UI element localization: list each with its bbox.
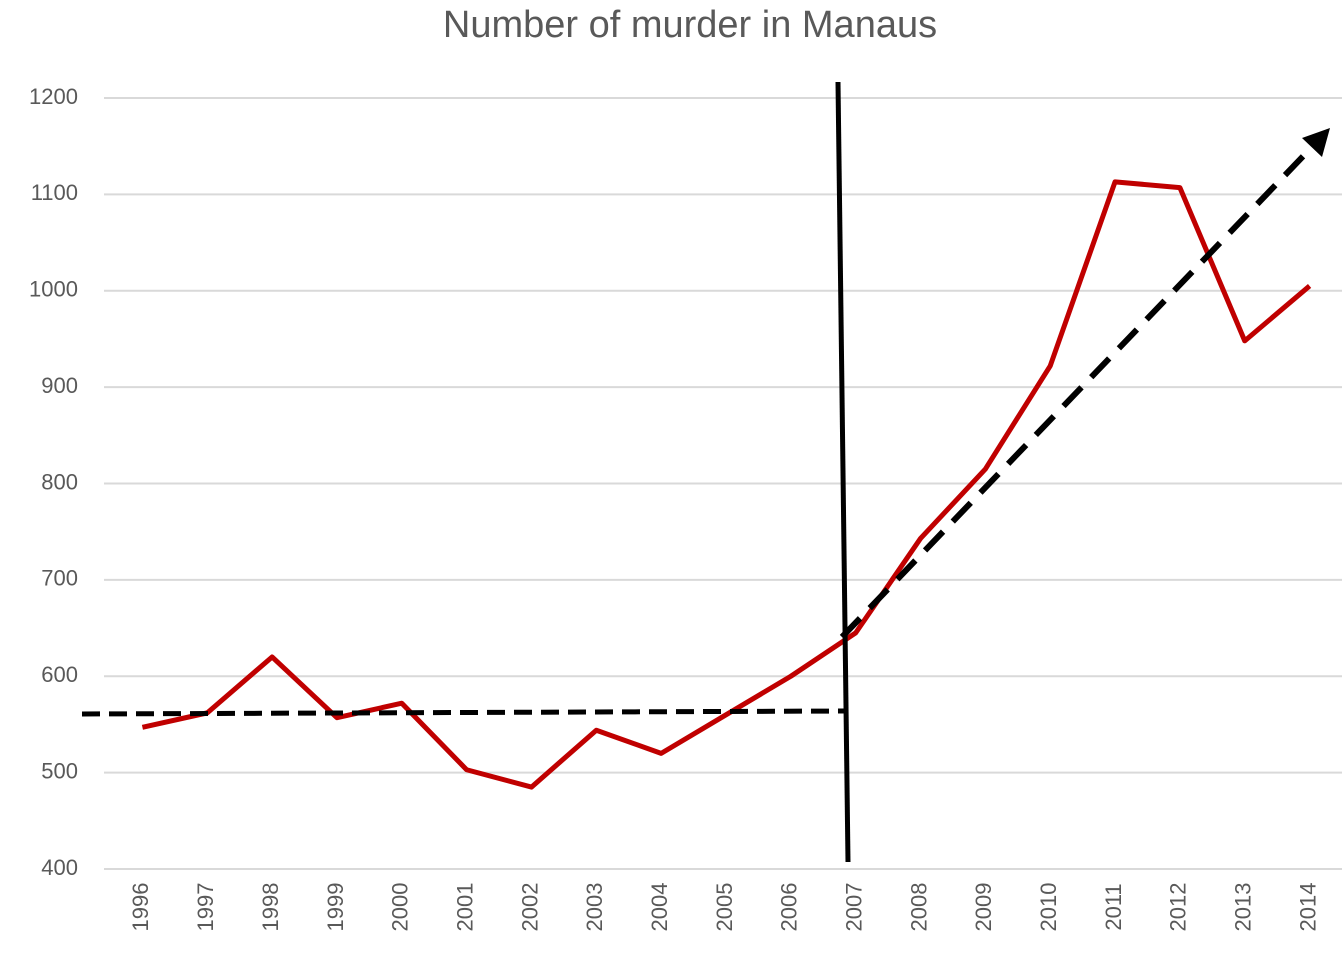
- y-tick-label: 1100: [31, 180, 78, 205]
- x-tick-label: 2004: [647, 883, 672, 932]
- x-tick-label: 1996: [128, 883, 153, 932]
- x-tick-label: 2013: [1231, 883, 1256, 932]
- x-tick-label: 2007: [841, 883, 866, 932]
- trend-after: [839, 144, 1315, 640]
- y-tick-label: 900: [41, 373, 78, 398]
- y-tick-label: 600: [41, 662, 78, 687]
- trend-before: [81, 708, 847, 717]
- y-tick-label: 1200: [29, 84, 78, 109]
- x-tick-label: 2009: [971, 883, 996, 932]
- x-tick-label: 2005: [712, 883, 737, 932]
- x-tick-label: 2010: [1036, 883, 1061, 932]
- x-tick-label: 2011: [1101, 883, 1126, 930]
- x-tick-label: 2000: [388, 883, 413, 932]
- y-tick-label: 1000: [29, 277, 78, 302]
- y-tick-label: 500: [41, 758, 78, 783]
- divider-line: [835, 81, 851, 863]
- x-tick-label: 2012: [1166, 883, 1191, 932]
- plot: [141, 179, 1312, 790]
- x-tick-label: 2008: [906, 883, 931, 932]
- x-tick-label: 2002: [517, 883, 542, 932]
- y-tick-label: 800: [41, 469, 78, 494]
- trend-arrowhead: [1302, 128, 1330, 157]
- x-tick-label: 1999: [323, 883, 348, 932]
- x-tick-label: 2006: [777, 883, 802, 932]
- y-tick-label: 700: [41, 566, 78, 591]
- y-tick-label: 400: [41, 855, 78, 880]
- grid: 400 500 600 700 800 900 1000 1100 1200 1996 1997 19…: [29, 84, 1342, 932]
- x-tick-label: 1997: [193, 883, 218, 932]
- x-tick-label: 1998: [258, 883, 283, 932]
- data-line: [141, 179, 1312, 790]
- x-tick-label: 2003: [582, 883, 607, 932]
- chart-title: Number of murder in Manaus: [443, 4, 937, 46]
- x-tick-label: 2014: [1295, 883, 1320, 932]
- x-tick-label: 2001: [452, 883, 477, 932]
